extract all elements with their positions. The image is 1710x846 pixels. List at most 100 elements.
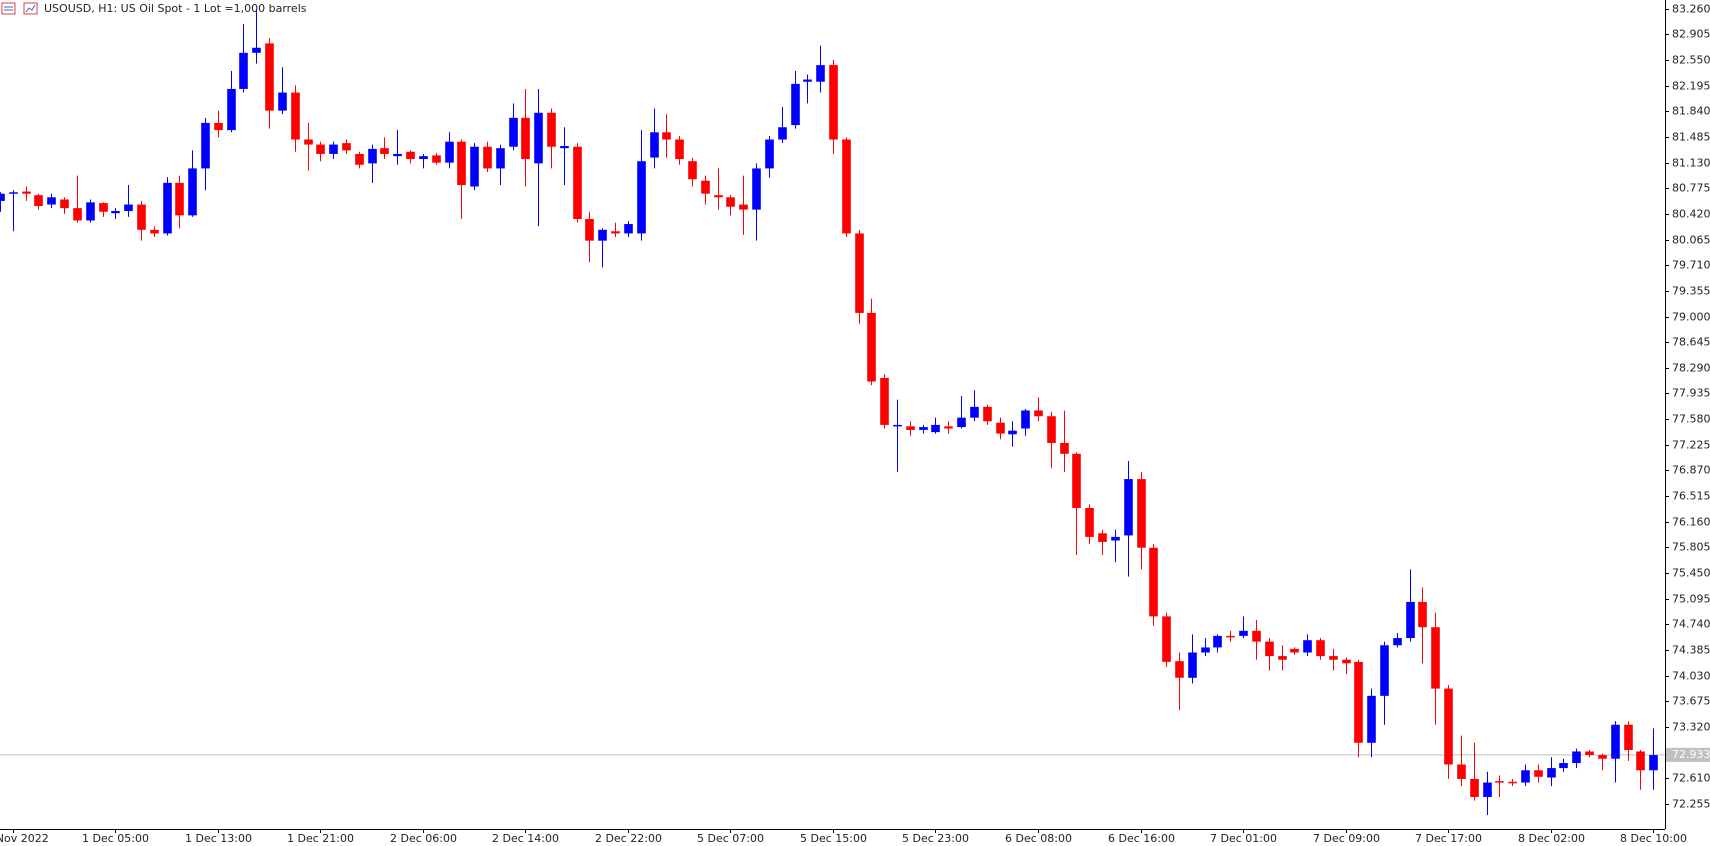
candle-body — [252, 47, 261, 53]
candle-body — [1047, 416, 1056, 443]
candle-body — [1444, 688, 1453, 765]
x-tick-label: 2 Dec 06:00 — [390, 832, 457, 845]
candle-body — [547, 112, 556, 147]
y-tick-label: 82.550 — [1672, 54, 1710, 67]
candle-body — [1252, 630, 1261, 642]
x-tick-label: 8 Dec 10:00 — [1620, 832, 1687, 845]
candle-body — [1367, 695, 1376, 743]
candles — [0, 9, 1658, 816]
x-tick-label: 30 Nov 2022 — [0, 832, 49, 845]
candle-body — [1598, 755, 1607, 759]
x-tick-label: 8 Dec 02:00 — [1518, 832, 1585, 845]
candle-body — [1290, 648, 1299, 653]
candle-body — [1406, 601, 1415, 639]
x-tick-label: 5 Dec 15:00 — [800, 832, 867, 845]
candle-body — [739, 204, 748, 210]
x-tick-label: 5 Dec 23:00 — [902, 832, 969, 845]
candle-body — [445, 141, 454, 163]
y-tick-label: 77.580 — [1672, 413, 1710, 426]
candle-body — [432, 155, 441, 163]
candle-body — [137, 204, 146, 230]
icon-table — [1, 2, 16, 15]
candle-body — [1213, 635, 1222, 648]
candle-body — [650, 132, 659, 158]
candle-body — [47, 197, 56, 205]
y-tick-label: 76.515 — [1672, 490, 1710, 503]
x-tick-label: 7 Dec 17:00 — [1415, 832, 1482, 845]
candle-body — [1239, 630, 1248, 636]
candle-body — [86, 202, 95, 221]
candle-body — [304, 139, 313, 145]
candle-body — [73, 208, 82, 221]
candle-body — [265, 43, 274, 111]
y-tick-label: 74.740 — [1672, 618, 1710, 631]
candle-body — [1585, 751, 1594, 756]
candle-body — [791, 83, 800, 126]
candle-body — [22, 191, 31, 194]
candle-body — [637, 161, 646, 234]
x-tick-label: 7 Dec 01:00 — [1210, 832, 1277, 845]
candle-body — [598, 229, 607, 241]
candle-body — [816, 65, 825, 82]
candle-body — [919, 427, 928, 430]
candle-body — [496, 148, 505, 169]
candle-body — [1124, 479, 1133, 536]
y-tick-label: 79.355 — [1672, 285, 1710, 298]
candle-body — [1380, 645, 1389, 696]
x-tick-label: 1 Dec 05:00 — [82, 832, 149, 845]
candle-body — [1483, 782, 1492, 797]
y-tick-label: 83.260 — [1672, 3, 1710, 16]
candle-body — [393, 153, 402, 157]
candle-body — [1457, 764, 1466, 779]
candle-body — [906, 426, 915, 430]
title-icons — [1, 2, 38, 15]
y-tick-label: 75.095 — [1672, 593, 1710, 606]
candle-body — [662, 132, 671, 140]
candle-body — [1226, 635, 1235, 638]
candle-body — [368, 148, 377, 164]
candle-body — [560, 146, 569, 149]
candle-body — [214, 122, 223, 131]
candle-body — [355, 153, 364, 165]
candle-body — [880, 377, 889, 425]
candle-body — [1149, 547, 1158, 617]
candle-body — [829, 65, 838, 140]
y-tick-label: 73.320 — [1672, 721, 1710, 734]
candle-body — [1393, 638, 1402, 646]
x-tick-label: 6 Dec 16:00 — [1108, 832, 1175, 845]
candle-body — [150, 229, 159, 234]
candle-body — [1649, 755, 1658, 771]
candle-body — [1098, 533, 1107, 542]
icon-line — [25, 4, 36, 13]
candle-body — [752, 168, 761, 210]
y-tick-label: 73.675 — [1672, 695, 1710, 708]
candle-body — [1342, 659, 1351, 664]
candle-body — [470, 146, 479, 187]
candle-body — [1008, 430, 1017, 435]
candle-body — [1303, 640, 1312, 653]
candle-body — [227, 88, 236, 131]
candle-body — [509, 117, 518, 147]
candle-body — [1201, 647, 1210, 653]
candle-body — [855, 233, 864, 313]
candle-body — [714, 195, 723, 198]
candle-body — [957, 417, 966, 428]
y-tick-label: 81.485 — [1672, 131, 1710, 144]
x-tick-label: 2 Dec 14:00 — [492, 832, 559, 845]
candle-body — [34, 195, 43, 206]
candle-body — [573, 146, 582, 219]
candle-body — [1534, 770, 1543, 777]
candle-body — [124, 204, 133, 212]
candle-body — [675, 139, 684, 160]
candle-body — [701, 180, 710, 194]
candle-body — [765, 139, 774, 169]
candle-body — [1316, 640, 1325, 657]
candle-body — [483, 146, 492, 169]
candle-body — [1508, 781, 1517, 784]
candle-body — [457, 141, 466, 186]
y-tick-label: 72.610 — [1672, 772, 1710, 785]
candle-body — [1495, 781, 1504, 783]
candle-body — [1418, 601, 1427, 628]
